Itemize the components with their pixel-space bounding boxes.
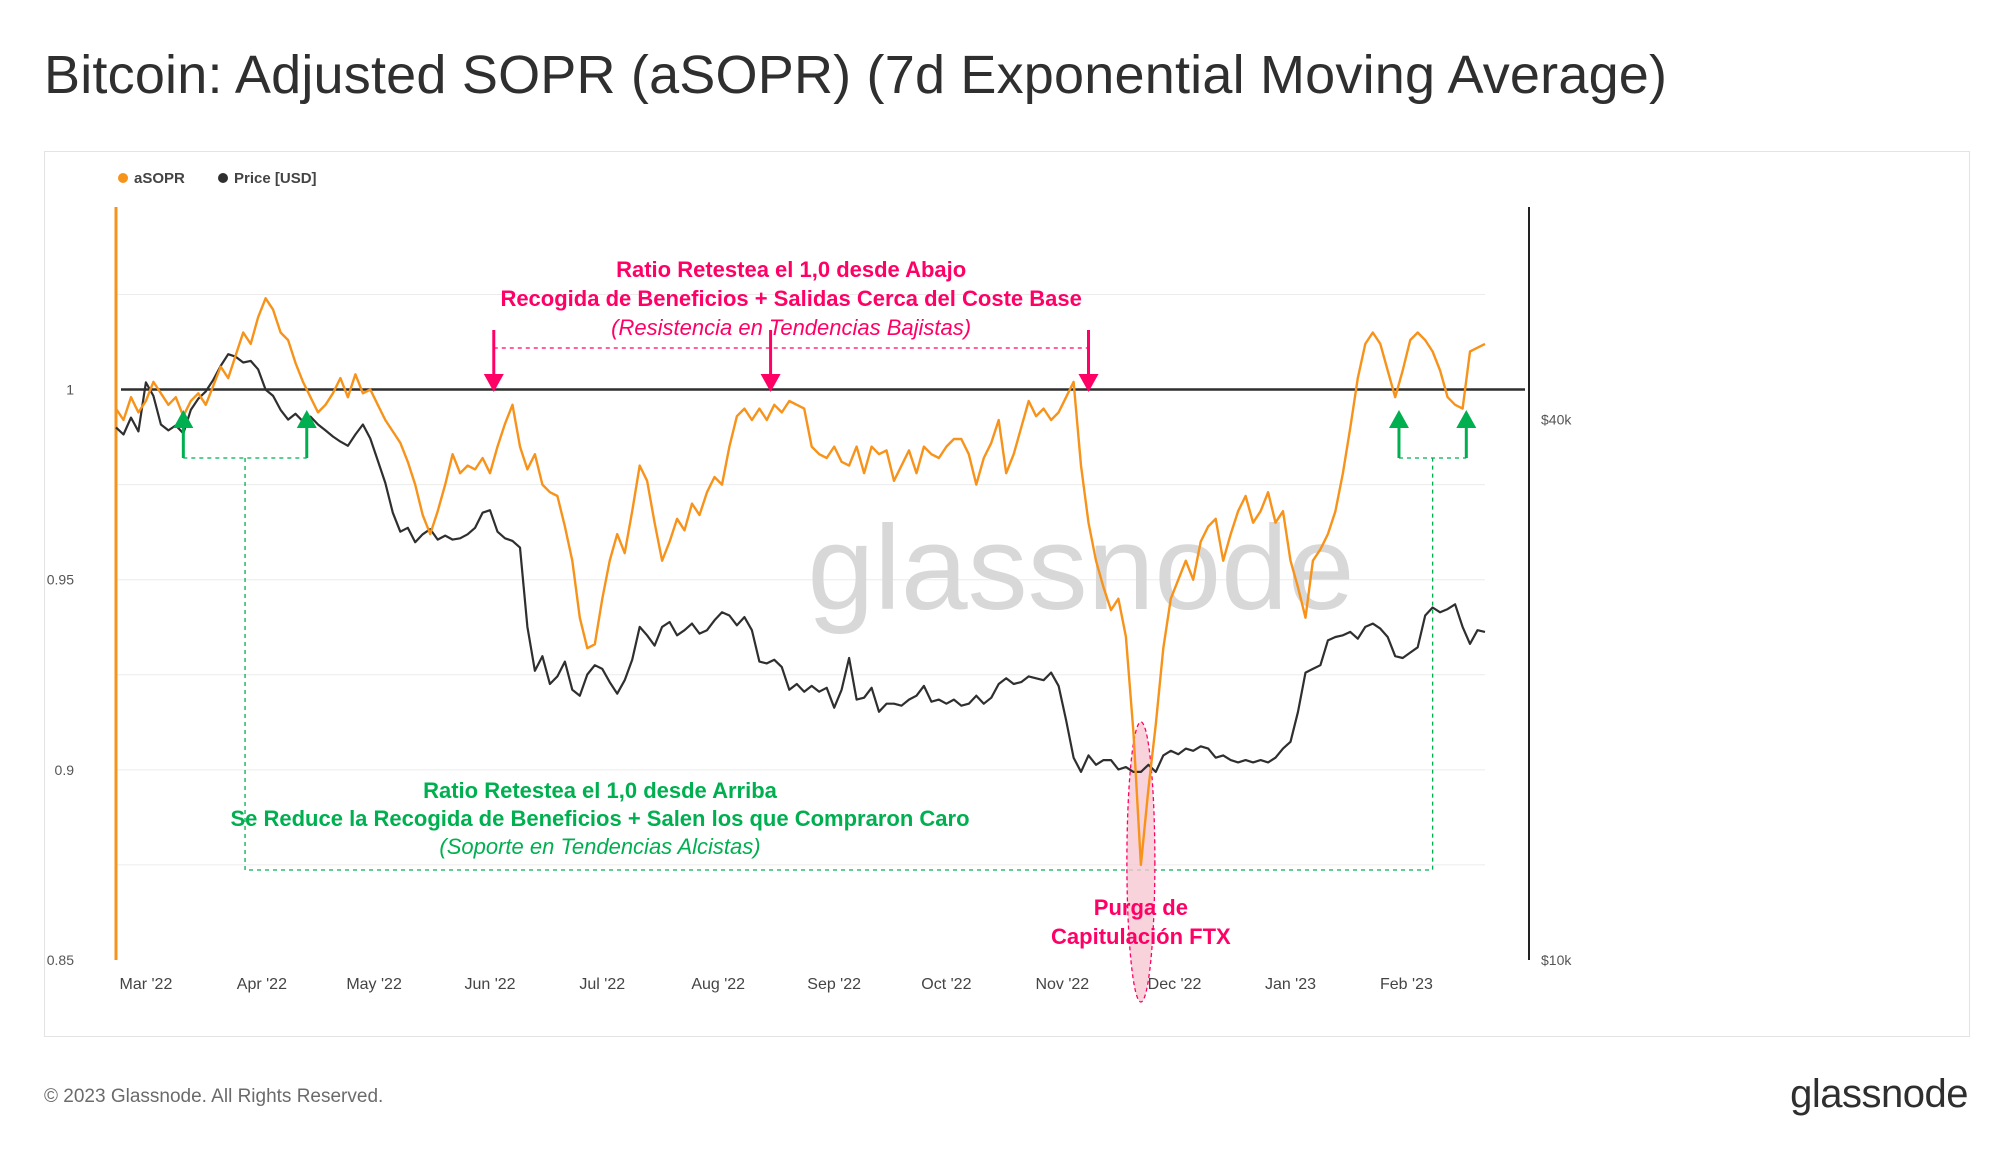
legend-dot-price: [218, 173, 228, 183]
x-tick-label: Aug '22: [691, 976, 745, 993]
y-left-tick-label: 0.85: [47, 952, 74, 968]
x-tick-label: May '22: [346, 976, 402, 993]
x-tick-label: Jun '22: [464, 976, 515, 993]
support-annotation-text: Se Reduce la Recogida de Beneficios + Sa…: [230, 806, 969, 831]
capitulation-annotation-text: Purga de: [1094, 895, 1188, 920]
support-arrow-head: [296, 410, 317, 428]
watermark: glassnode: [807, 501, 1354, 635]
y-left-tick-label: 0.95: [47, 572, 74, 588]
support-arrow-head: [173, 410, 194, 428]
resistance-annotation-text: (Resistencia en Tendencias Bajistas): [611, 315, 971, 340]
series: [114, 297, 1486, 867]
resistance-arrow-head: [760, 374, 781, 392]
chart-container: glassnode 0.85 0.9 0.95 1 $10k $40k Mar '22 Apr…: [44, 151, 1970, 1037]
series-line-asopr: [114, 297, 1486, 867]
x-tick-label: Jul '22: [579, 976, 625, 993]
chart-svg: glassnode 0.85 0.9 0.95 1 $10k $40k Mar '22 Apr…: [47, 170, 1572, 1003]
page-title: Bitcoin: Adjusted SOPR (aSOPR) (7d Expon…: [44, 45, 1668, 105]
support-arrow-head: [1456, 410, 1477, 428]
legend-label-asopr[interactable]: aSOPR: [134, 170, 185, 187]
x-tick-label: Mar '22: [119, 976, 172, 993]
y-left-tick-label: 1: [66, 382, 74, 398]
x-tick-label: Feb '23: [1380, 976, 1433, 993]
legend-label-price[interactable]: Price [USD]: [234, 170, 317, 187]
copyright: © 2023 Glassnode. All Rights Reserved.: [44, 1086, 384, 1107]
grid-lines: [116, 293, 1485, 866]
brand-logo[interactable]: glassnode: [1790, 1072, 1968, 1116]
axes: 0.85 0.9 0.95 1 $10k $40k Mar '22 Apr '22 May '2…: [47, 207, 1572, 993]
legend-dot-asopr: [118, 173, 128, 183]
resistance-arrow-head: [483, 374, 504, 392]
x-tick-label: Jan '23: [1265, 976, 1316, 993]
x-tick-label: Dec '22: [1148, 976, 1202, 993]
y-right-tick-label: $10k: [1541, 952, 1572, 968]
x-tick-label: Sep '22: [807, 976, 861, 993]
y-right-tick-label: $40k: [1541, 412, 1572, 428]
support-annotation-text: (Soporte en Tendencias Alcistas): [439, 834, 760, 859]
capitulation-annotation-text: Capitulación FTX: [1051, 924, 1231, 949]
resistance-arrow-head: [1078, 374, 1099, 392]
legend: aSOPR Price [USD]: [118, 170, 317, 187]
markers: [173, 330, 1477, 458]
support-arrow-head: [1388, 410, 1409, 428]
series-line-price: [115, 353, 1486, 773]
y-left-tick-label: 0.9: [55, 762, 75, 778]
support-annotation-text: Ratio Retestea el 1,0 desde Arriba: [423, 778, 778, 803]
x-tick-label: Nov '22: [1035, 976, 1089, 993]
annotations: Ratio Retestea el 1,0 desde Abajo Recogid…: [183, 257, 1467, 1003]
resistance-annotation-text: Ratio Retestea el 1,0 desde Abajo: [616, 257, 966, 282]
resistance-annotation-text: Recogida de Beneficios + Salidas Cerca d…: [500, 286, 1081, 311]
x-tick-label: Oct '22: [921, 976, 971, 993]
x-tick-label: Apr '22: [237, 976, 287, 993]
